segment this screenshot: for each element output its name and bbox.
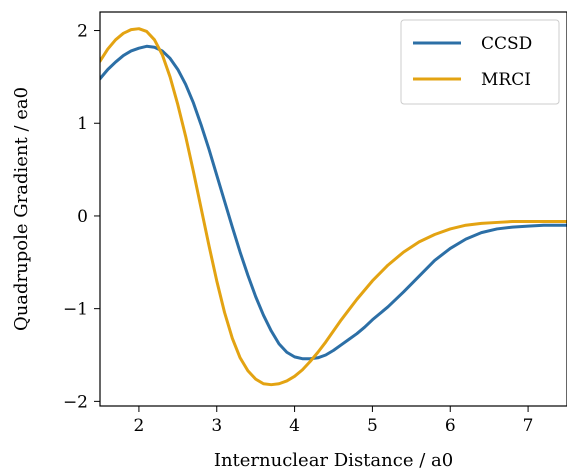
x-tick-label: 5 <box>367 416 378 436</box>
y-axis-label: Quadrupole Gradient / ea0 <box>11 87 32 331</box>
plot-frame <box>99 11 567 407</box>
x-tick-label: 6 <box>445 416 456 436</box>
y-tick-label: 1 <box>77 114 88 134</box>
y-tick-label: 0 <box>77 207 88 227</box>
x-tick-label: 3 <box>211 416 222 436</box>
y-tick-label: −1 <box>63 300 88 320</box>
legend: CCSD MRCI <box>400 19 560 105</box>
x-tick-label: 4 <box>289 416 300 436</box>
y-tick-label: 2 <box>77 22 88 42</box>
x-axis-label: Internuclear Distance / a0 <box>214 450 453 471</box>
x-tick-label: 2 <box>134 416 145 436</box>
y-tick-label: −2 <box>63 392 88 412</box>
legend-box <box>400 19 560 105</box>
legend-label-mrci: MRCI <box>481 70 531 90</box>
series-layer <box>100 27 567 387</box>
legend-label-ccsd: CCSD <box>481 34 532 54</box>
x-tick-label: 7 <box>523 416 534 436</box>
series-line-mrci <box>100 27 567 387</box>
ticks-layer: 2 3 4 5 6 7 −2 −1 0 1 2 <box>63 22 534 436</box>
